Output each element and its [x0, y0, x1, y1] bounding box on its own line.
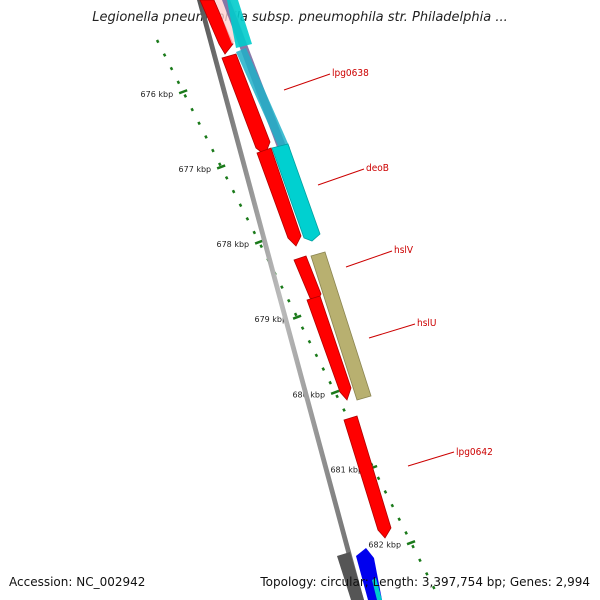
cyan-band-top[interactable]: [227, 0, 252, 48]
minor-tick: [307, 339, 312, 344]
minor-tick: [224, 175, 229, 180]
major-tick: [292, 314, 302, 320]
minor-tick: [335, 394, 339, 399]
feature-band-olive[interactable]: [310, 251, 372, 401]
minor-tick: [342, 408, 346, 412]
minor-tick: [293, 312, 298, 317]
leader-lpg0638: [283, 73, 331, 91]
major-tick: [254, 239, 264, 245]
minor-tick: [404, 531, 408, 535]
tick-label: 681 kbp: [330, 466, 363, 475]
minor-tick: [376, 476, 381, 481]
minor-tick: [383, 490, 388, 494]
gene-arrow-cyan-bottom[interactable]: [372, 578, 382, 600]
genome-backbone: [197, 0, 364, 600]
tick-label: 677 kbp: [179, 165, 212, 174]
gene-arrow-hslU[interactable]: [306, 295, 352, 401]
minor-tick: [300, 326, 305, 330]
leader-lpg0642: [407, 451, 455, 467]
minor-tick: [397, 517, 402, 522]
minor-tick: [245, 216, 250, 221]
minor-tick: [162, 53, 167, 57]
gene-label-lpg0638[interactable]: lpg0638: [332, 68, 369, 79]
minor-tick: [321, 367, 326, 371]
gene-arrow-deoB[interactable]: [271, 143, 321, 242]
minor-tick: [252, 230, 257, 235]
minor-tick: [204, 135, 208, 139]
minor-tick-track: [155, 39, 436, 590]
minor-tick: [176, 80, 181, 85]
minor-tick: [314, 353, 319, 358]
tick-label: 680 kbp: [292, 390, 325, 399]
minor-tick: [217, 162, 222, 167]
gene-label-lpg0642[interactable]: lpg0642: [456, 447, 493, 458]
minor-tick: [169, 66, 174, 71]
leader-hslU: [368, 323, 416, 339]
minor-tick: [418, 558, 422, 563]
minor-tick: [390, 503, 395, 508]
minor-tick: [155, 39, 160, 44]
major-tick: [178, 89, 188, 95]
map-title: Legionella pneumophila subsp. pneumophil…: [92, 10, 508, 25]
minor-tick: [190, 107, 194, 112]
minor-tick: [425, 571, 429, 576]
gene-arrow-red-2[interactable]: [256, 147, 302, 247]
minor-tick: [238, 203, 243, 208]
ruler-ticks: 676 kbp 677 kbp 678 kbp 679 kbp 680 kbp 681 k…: [141, 89, 416, 550]
tick-label: 678 kbp: [217, 240, 250, 249]
feature-band-lpg0638[interactable]: [236, 48, 290, 150]
accession-text: Accession: NC_002942: [9, 575, 146, 589]
major-tick: [330, 389, 340, 396]
minor-tick: [431, 585, 436, 590]
genome-summary-text: Topology: circular; Length: 3,397,754 bp…: [260, 575, 590, 589]
tick-label: 676 kbp: [141, 90, 174, 99]
minor-tick: [197, 121, 201, 126]
gene-label-hslU[interactable]: hslU: [417, 318, 436, 329]
tick-label: 682 kbp: [368, 541, 401, 550]
minor-tick: [280, 285, 284, 290]
leader-hslV: [345, 250, 393, 268]
minor-tick: [287, 298, 291, 303]
minor-tick: [259, 244, 263, 249]
minor-tick: [183, 94, 188, 98]
gene-label-hslV[interactable]: hslV: [394, 245, 414, 256]
minor-tick: [328, 380, 333, 385]
major-tick: [216, 164, 226, 170]
minor-tick: [211, 148, 215, 153]
gene-arrow-gray[interactable]: [337, 552, 364, 600]
minor-tick: [411, 544, 415, 549]
gene-arrow-lpg0638[interactable]: [221, 53, 271, 156]
gene-label-deoB[interactable]: deoB: [366, 163, 389, 174]
gene-arrow-lpg0642[interactable]: [343, 415, 392, 539]
tick-label: 679 kbp: [254, 315, 287, 324]
gene-arrow-top[interactable]: [199, 0, 234, 55]
leader-deoB: [317, 168, 365, 186]
major-tick: [406, 539, 416, 546]
minor-tick: [231, 189, 236, 194]
